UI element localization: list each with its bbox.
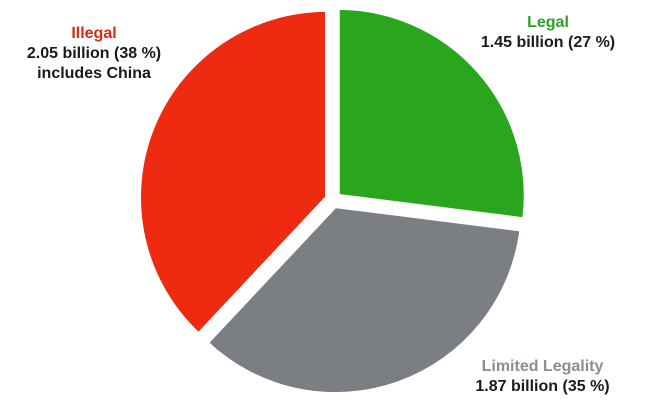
label-legal-name: Legal [527, 14, 569, 31]
pie-slice-illegal [138, 8, 328, 336]
label-legal-value: 1.45 billion (27 %) [480, 34, 616, 51]
label-illegal: Illegal 2.05 billion (38 %) includes Chi… [0, 24, 188, 84]
pie-slice-limited [205, 205, 523, 396]
label-illegal-note: includes China [37, 65, 151, 82]
pie-slice-legal [336, 6, 527, 221]
label-limited-name: Limited Legality [481, 358, 604, 375]
label-illegal-name: Illegal [71, 25, 117, 42]
label-legal: Legal 1.45 billion (27 %) [448, 13, 648, 53]
pie-slices [138, 6, 527, 396]
label-illegal-value: 2.05 billion (38 %) [26, 45, 162, 62]
label-limited: Limited Legality 1.87 billion (35 %) [440, 357, 645, 397]
label-limited-value: 1.87 billion (35 %) [475, 378, 610, 395]
